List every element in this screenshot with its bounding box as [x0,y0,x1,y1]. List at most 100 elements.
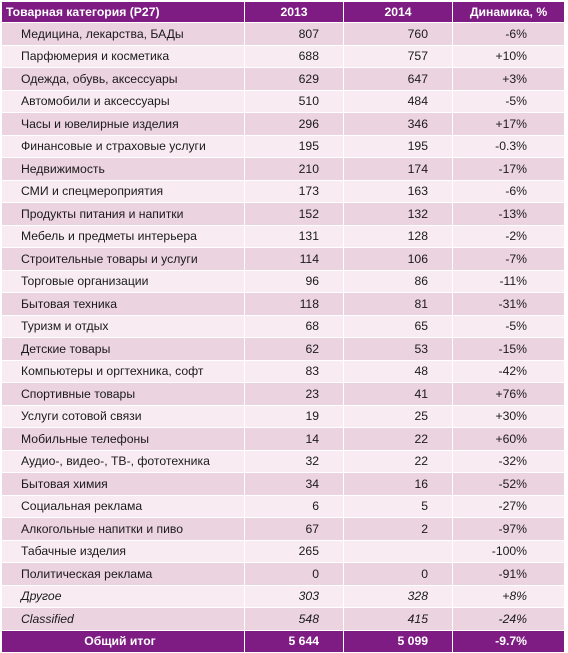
value-2014-cell: 484 [343,89,453,113]
value-2014-cell: 760 [343,22,453,46]
value-2014-cell: 48 [343,359,453,383]
category-cell: Бытовая техника [1,292,245,316]
value-2014-cell: 328 [343,584,453,608]
value-2013-cell: 210 [244,157,344,181]
category-cell: Табачные изделия [1,539,245,563]
table-row: Компьютеры и оргтехника, софт 83 48 -42% [1,359,565,383]
table-row: Мебель и предметы интерьера 131 128 -2% [1,224,565,248]
category-cell: Другое [1,584,245,608]
value-2013-cell: 0 [244,562,344,586]
dynamics-cell: -24% [452,607,565,631]
table-footer: Общий итог 5 644 5 099 -9.7% [1,629,565,653]
value-2014-cell: 86 [343,269,453,293]
category-cell: Медицина, лекарства, БАДы [1,22,245,46]
category-cell: Туризм и отдых [1,314,245,338]
dynamics-cell: +17% [452,112,565,136]
table-row: Алкогольные напитки и пиво 67 2 -97% [1,517,565,541]
dynamics-cell: -52% [452,472,565,496]
value-2013-cell: 510 [244,89,344,113]
total-dynamics: -9.7% [452,629,565,653]
header-dynamics: Динамика, % [452,1,565,23]
value-2013-cell: 265 [244,539,344,563]
value-2014-cell: 346 [343,112,453,136]
category-cell: Classified [1,607,245,631]
dynamics-cell: -91% [452,562,565,586]
value-2014-cell: 65 [343,314,453,338]
value-2014-cell: 106 [343,247,453,271]
category-cell: Финансовые и страховые услуги [1,134,245,158]
value-2014-cell: 415 [343,607,453,631]
table-body: Медицина, лекарства, БАДы 807 760 -6% Парфюм… [1,22,565,631]
dynamics-cell: -13% [452,202,565,226]
category-cell: Продукты питания и напитки [1,202,245,226]
value-2014-cell: 41 [343,382,453,406]
value-2013-cell: 296 [244,112,344,136]
header-2014: 2014 [343,1,453,23]
value-2014-cell: 16 [343,472,453,496]
value-2013-cell: 629 [244,67,344,91]
dynamics-cell: -42% [452,359,565,383]
table-row: Бытовая техника 118 81 -31% [1,292,565,316]
dynamics-cell: -100% [452,539,565,563]
value-2013-cell: 32 [244,449,344,473]
value-2014-cell: 81 [343,292,453,316]
table-row: Торговые организации 96 86 -11% [1,269,565,293]
value-2013-cell: 62 [244,337,344,361]
value-2013-cell: 118 [244,292,344,316]
dynamics-cell: -6% [452,179,565,203]
value-2013-cell: 67 [244,517,344,541]
value-2014-cell: 25 [343,404,453,428]
category-cell: Услуги сотовой связи [1,404,245,428]
value-2014-cell: 0 [343,562,453,586]
table-row: Часы и ювелирные изделия 296 346 +17% [1,112,565,136]
table-row: Аудио-, видео-, ТВ-, фототехника 32 22 -32% [1,449,565,473]
value-2014-cell: 2 [343,517,453,541]
value-2014-cell: 647 [343,67,453,91]
value-2014-cell: 163 [343,179,453,203]
category-cell: Строительные товары и услуги [1,247,245,271]
category-cell: Автомобили и аксессуары [1,89,245,113]
dynamics-cell: -5% [452,89,565,113]
value-2013-cell: 83 [244,359,344,383]
category-cell: Компьютеры и оргтехника, софт [1,359,245,383]
category-cell: Алкогольные напитки и пиво [1,517,245,541]
value-2013-cell: 303 [244,584,344,608]
dynamics-cell: -15% [452,337,565,361]
value-2014-cell: 174 [343,157,453,181]
table-row: Парфюмерия и косметика 688 757 +10% [1,44,565,68]
value-2013-cell: 34 [244,472,344,496]
total-row: Общий итог 5 644 5 099 -9.7% [1,629,565,653]
value-2014-cell: 5 [343,494,453,518]
value-2013-cell: 6 [244,494,344,518]
dynamics-cell: -17% [452,157,565,181]
table-row: Бытовая химия 34 16 -52% [1,472,565,496]
table-row: Автомобили и аксессуары 510 484 -5% [1,89,565,113]
table-row: Социальная реклама 6 5 -27% [1,494,565,518]
table-row: Другое 303 328 +8% [1,584,565,608]
category-cell: Политическая реклама [1,562,245,586]
value-2014-cell: 757 [343,44,453,68]
table-header: Товарная категория (P27) 2013 2014 Динам… [1,1,565,23]
value-2014-cell: 195 [343,134,453,158]
category-cell: Торговые организации [1,269,245,293]
value-2014-cell: 22 [343,449,453,473]
header-category: Товарная категория (P27) [1,1,245,23]
table-row: Табачные изделия 265 -100% [1,539,565,563]
table-row: Мобильные телефоны 14 22 +60% [1,427,565,451]
category-cell: Бытовая химия [1,472,245,496]
table-row: Услуги сотовой связи 19 25 +30% [1,404,565,428]
value-2014-cell: 132 [343,202,453,226]
dynamics-cell: -0.3% [452,134,565,158]
value-2013-cell: 19 [244,404,344,428]
value-2014-cell: 128 [343,224,453,248]
table-row: Продукты питания и напитки 152 132 -13% [1,202,565,226]
header-2013: 2013 [244,1,344,23]
value-2013-cell: 195 [244,134,344,158]
dynamics-cell: -2% [452,224,565,248]
table-row: Политическая реклама 0 0 -91% [1,562,565,586]
category-cell: Мебель и предметы интерьера [1,224,245,248]
total-2013: 5 644 [244,629,344,653]
dynamics-cell: -6% [452,22,565,46]
category-cell: Парфюмерия и косметика [1,44,245,68]
